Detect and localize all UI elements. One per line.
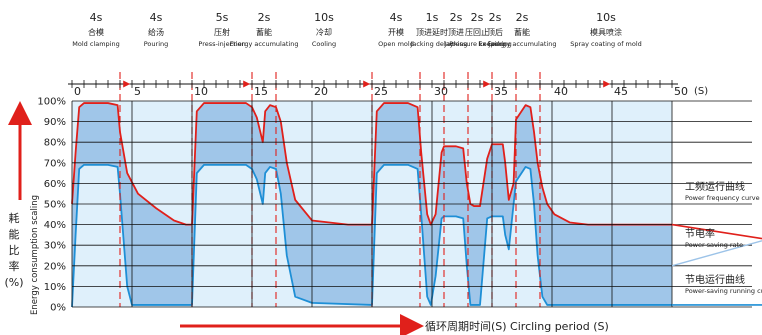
timeline-arrow	[483, 80, 491, 88]
phase-label-en: Mold clamping	[72, 40, 119, 48]
phase-duration: 2s	[471, 11, 484, 24]
phase-label-zh: 压回止	[465, 27, 489, 37]
phase-label-en: Open mold	[378, 40, 414, 48]
x-tick-label: 30	[434, 85, 448, 98]
timeline-arrow	[363, 80, 371, 88]
x-tick-label: 35	[494, 85, 508, 98]
phase-label-zh: 顶进	[448, 28, 464, 37]
phase-label-en: Jacking	[443, 40, 467, 48]
y-tick-label: 80%	[44, 138, 66, 149]
y-axis-label-zh: 能	[9, 227, 20, 241]
y-tick-label: 10%	[44, 282, 66, 293]
y-tick-label: 60%	[44, 179, 66, 190]
phase-label-en: Energy accumulating	[230, 40, 299, 48]
y-axis-label-en: Energy consumption scaling	[30, 195, 40, 315]
y-tick-label: 0%	[50, 303, 66, 314]
phase-label-en: Pressure keeping	[449, 40, 505, 48]
y-axis-label-zh: 率	[9, 259, 20, 273]
phase-label-zh: 顶后	[487, 27, 503, 37]
legend-label-zh: 工频运行曲线	[685, 180, 745, 193]
timeline-arrow	[123, 80, 131, 88]
phase-duration: 2s	[516, 11, 529, 24]
x-tick-label: 40	[554, 85, 568, 98]
y-tick-label: 100%	[37, 97, 66, 108]
x-tick-label: 15	[254, 85, 268, 98]
x-tick-label: 45	[614, 85, 628, 98]
x-unit-label: (S)	[694, 86, 708, 97]
y-tick-label: 50%	[44, 200, 66, 211]
phase-duration: 4s	[150, 11, 163, 24]
legend-label-zh: 节电运行曲线	[685, 273, 745, 286]
phase-duration: 1s	[426, 11, 439, 24]
x-tick-label: 0	[74, 85, 81, 98]
phase-label-zh: 合模	[88, 27, 104, 37]
legend-label-en: Power-saving running curve	[685, 287, 762, 295]
x-tick-label: 5	[134, 85, 141, 98]
phase-label-en: Press-injection	[198, 40, 245, 48]
x-axis-label: 循环周期时间(S) Circling period (S)	[425, 320, 609, 333]
y-tick-label: 90%	[44, 117, 66, 128]
phase-label-en: Jacking delay	[409, 40, 453, 48]
timeline-arrow	[243, 80, 251, 88]
phase-duration: 2s	[450, 11, 463, 24]
phase-label-zh: 蓄能	[256, 27, 272, 37]
phase-label-en: Cooling	[312, 40, 336, 48]
phase-duration: 4s	[390, 11, 403, 24]
phase-label-zh: 压射	[214, 27, 230, 37]
phase-label-zh: 蓄能	[514, 27, 530, 37]
legend-red-tail	[671, 223, 762, 240]
phase-label-en: Spray coating of mold	[570, 40, 642, 48]
power-frequency-curve	[71, 102, 672, 226]
power-saving-running-curve	[71, 163, 672, 308]
legend-label-zh: 节电率	[685, 227, 715, 240]
power-saving-rate-area	[72, 103, 672, 307]
legend-label-en: Power-saving rate	[685, 241, 743, 249]
phase-label-zh: 冷却	[316, 27, 332, 37]
y-axis-label-zh: 比	[9, 244, 20, 257]
phase-duration: 2s	[258, 11, 271, 24]
y-tick-label: 20%	[44, 261, 66, 272]
phase-label-en: Pouring	[144, 40, 169, 48]
phase-duration: 10s	[596, 11, 616, 24]
y-axis-label-zh: (%)	[4, 276, 23, 289]
x-tick-label: 20	[314, 85, 328, 98]
legend-rate-tail	[671, 240, 762, 267]
phase-label-zh: 给汤	[148, 27, 164, 37]
y-tick-label: 40%	[44, 220, 66, 231]
phase-label-en: Energy accumulating	[488, 40, 557, 48]
x-tick-label: 25	[374, 85, 388, 98]
phase-label-zh: 顶进延时	[416, 27, 448, 37]
phase-duration: 10s	[314, 11, 334, 24]
phase-label-zh: 开模	[388, 27, 404, 37]
y-axis-label-zh: 耗	[9, 212, 20, 225]
y-tick-label: 30%	[44, 241, 66, 252]
phase-duration: 4s	[90, 11, 103, 24]
phase-duration: 2s	[489, 11, 502, 24]
x-tick-label: 50	[674, 85, 688, 98]
timeline-arrow	[603, 80, 611, 88]
legend-label-en: Power frequency curve	[685, 194, 760, 202]
phase-duration: 5s	[216, 11, 229, 24]
phase-label-zh: 模具喷涂	[590, 27, 622, 37]
x-tick-label: 10	[194, 85, 208, 98]
y-tick-label: 70%	[44, 158, 66, 169]
phase-label-en: Ex-jacking	[478, 40, 511, 48]
